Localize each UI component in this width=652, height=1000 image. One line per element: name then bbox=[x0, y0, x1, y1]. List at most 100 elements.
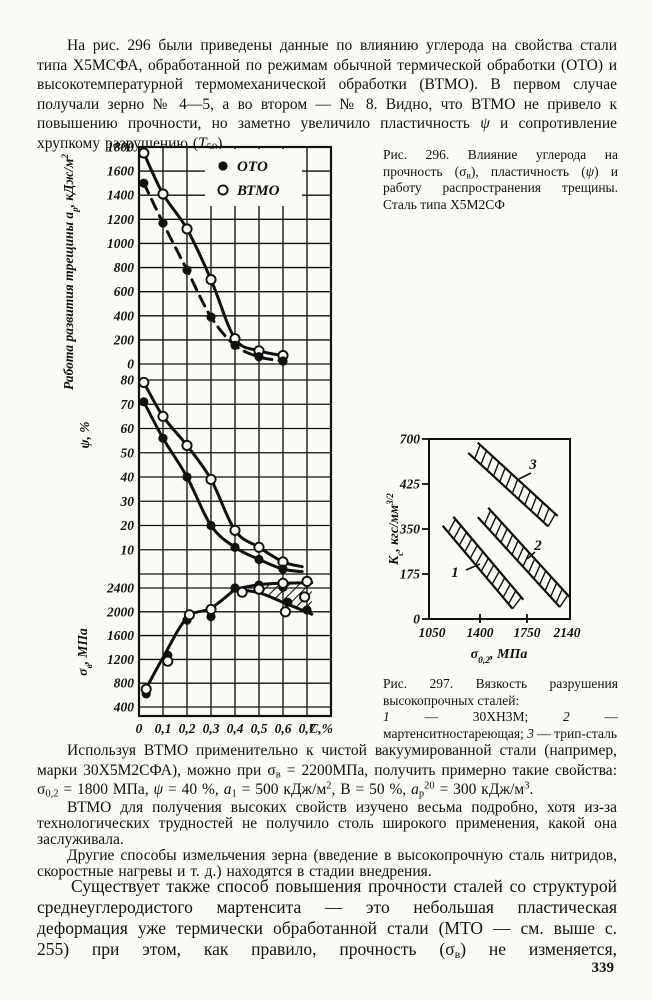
open-marker bbox=[138, 376, 150, 388]
y-axis-label: Кс, кгс/мм3/2 bbox=[385, 493, 405, 566]
y-tick-label: 1600 bbox=[107, 628, 134, 643]
paragraph-intro: На рис. 296 были приведены данные по вли… bbox=[37, 37, 617, 154]
filled-marker bbox=[218, 161, 228, 171]
open-marker bbox=[217, 184, 229, 196]
y-tick-label: 1800 bbox=[107, 140, 134, 155]
x-tick-label: 0 bbox=[136, 721, 143, 736]
band-label: 3 bbox=[528, 457, 537, 473]
y-tick-label: 80 bbox=[121, 373, 135, 388]
legend-label: ОТО bbox=[237, 159, 268, 175]
curve-ОТО bbox=[142, 181, 285, 363]
y-tick-label: 1200 bbox=[107, 212, 134, 227]
x-tick-label: 2140 bbox=[553, 625, 581, 640]
filled-marker bbox=[278, 564, 288, 574]
y-tick-label: 175 bbox=[400, 567, 421, 582]
y-tick-label: 0 bbox=[413, 612, 420, 627]
y-tick-label: 20 bbox=[120, 518, 135, 533]
figure-297: 700 425 350 175 0 1050 1400 1750 2140 1 2 3 Кс, кгс/… bbox=[385, 424, 630, 674]
y-tick-label: 1200 bbox=[107, 652, 134, 667]
paragraph-vtmo-application: ВТМО для получения высоких свойств изуче… bbox=[37, 798, 617, 848]
y-tick-label: 350 bbox=[399, 522, 421, 537]
y-axis-label: σв, МПа bbox=[75, 628, 94, 676]
filled-marker bbox=[230, 340, 240, 350]
figure-296-caption: Рис. 296. Влияние углерода на прочность … bbox=[383, 147, 618, 212]
filled-marker bbox=[230, 542, 240, 552]
y-tick-label: 1600 bbox=[107, 164, 134, 179]
x-axis-unit-label: С,% bbox=[309, 721, 333, 736]
figure-296: 0 200 400 600 800 1000 1200 1400 1600 1800 10 20 30 4… bbox=[40, 140, 360, 752]
y-tick-label: 10 bbox=[121, 542, 135, 557]
open-marker bbox=[138, 147, 150, 159]
x-tick-label: 0,7 bbox=[299, 721, 317, 736]
y-tick-label: 800 bbox=[114, 260, 135, 275]
plot-frame bbox=[137, 145, 333, 718]
open-marker bbox=[229, 524, 241, 536]
y-tick-label: 1400 bbox=[107, 188, 134, 203]
y-tick-label: 800 bbox=[114, 676, 135, 691]
open-marker bbox=[236, 586, 248, 598]
open-marker bbox=[157, 410, 169, 422]
open-marker bbox=[301, 575, 313, 588]
legend-label: ВТМО bbox=[236, 183, 280, 199]
x-tick-label: 1750 bbox=[514, 625, 541, 640]
x-axis-label: σ0,2, МПа bbox=[471, 647, 528, 666]
open-marker bbox=[181, 439, 193, 452]
paragraph-vtmo-properties: Используя ВТМО применительно к чистой ва… bbox=[37, 742, 617, 800]
curve-upper bbox=[233, 581, 314, 591]
filled-marker bbox=[182, 472, 192, 482]
open-marker bbox=[299, 591, 311, 603]
filled-marker bbox=[139, 397, 149, 407]
open-marker bbox=[253, 583, 265, 595]
filled-marker bbox=[283, 597, 293, 607]
open-marker bbox=[181, 223, 193, 235]
figure-297-caption-title: Рис. 297. Вязкость разрушения высокопроч… bbox=[383, 676, 618, 708]
open-marker bbox=[205, 274, 217, 286]
x-tick-label: 0,4 bbox=[227, 721, 244, 736]
open-marker bbox=[140, 683, 152, 695]
open-marker bbox=[277, 577, 289, 589]
open-marker bbox=[162, 655, 174, 667]
page-number: 339 bbox=[591, 960, 615, 976]
filled-marker bbox=[254, 554, 264, 565]
filled-marker bbox=[158, 433, 168, 443]
open-marker bbox=[183, 609, 195, 621]
curves bbox=[138, 147, 314, 699]
paragraph-mto: Существует также способ повышения прочно… bbox=[37, 876, 617, 961]
x-tick-label: 0,6 bbox=[275, 721, 292, 736]
filled-marker bbox=[206, 312, 216, 322]
y-tick-label: 40 bbox=[120, 470, 135, 485]
figure-297-caption-items: 1 — 30ХН3М; 2 — мартенситностареющая; 3 … bbox=[383, 709, 618, 741]
y-tick-label: 600 bbox=[114, 284, 135, 299]
y-tick-label: 2000 bbox=[106, 604, 134, 619]
curve-ОТО bbox=[142, 400, 304, 574]
y-tick-label: 700 bbox=[400, 432, 421, 447]
y-tick-label: 400 bbox=[113, 308, 135, 323]
x-tick-label: 0,3 bbox=[203, 721, 220, 736]
open-marker bbox=[279, 606, 291, 618]
body-text-block: Используя ВТМО применительно к чистой ва… bbox=[37, 741, 617, 881]
x-tick-label: 1400 bbox=[467, 625, 494, 640]
y-axis-label: Работа развития трещины ар, кДж/м2 bbox=[60, 154, 80, 390]
y-tick-label: 1000 bbox=[107, 236, 134, 251]
y-tick-label: 0 bbox=[127, 357, 134, 372]
open-marker bbox=[253, 541, 265, 553]
bands bbox=[441, 441, 572, 610]
filled-marker bbox=[302, 605, 312, 615]
y-tick-label: 60 bbox=[121, 421, 135, 436]
filled-marker bbox=[182, 265, 192, 275]
y-axis-label: ψ, % bbox=[77, 421, 92, 448]
open-marker bbox=[205, 473, 217, 485]
y-tick-label: 2400 bbox=[106, 581, 134, 596]
open-marker bbox=[205, 603, 217, 615]
filled-marker bbox=[139, 178, 149, 188]
y-tick-label: 400 bbox=[113, 700, 135, 715]
x-tick-label: 0,1 bbox=[155, 721, 172, 736]
band-label: 2 bbox=[533, 538, 542, 554]
curve-common bbox=[142, 587, 237, 695]
x-tick-label: 1050 bbox=[419, 625, 446, 640]
filled-marker bbox=[158, 218, 168, 228]
x-tick-label: 0,5 bbox=[251, 721, 268, 736]
figure-296-chart: 0200400600800100012001400160018001020304… bbox=[60, 140, 333, 736]
